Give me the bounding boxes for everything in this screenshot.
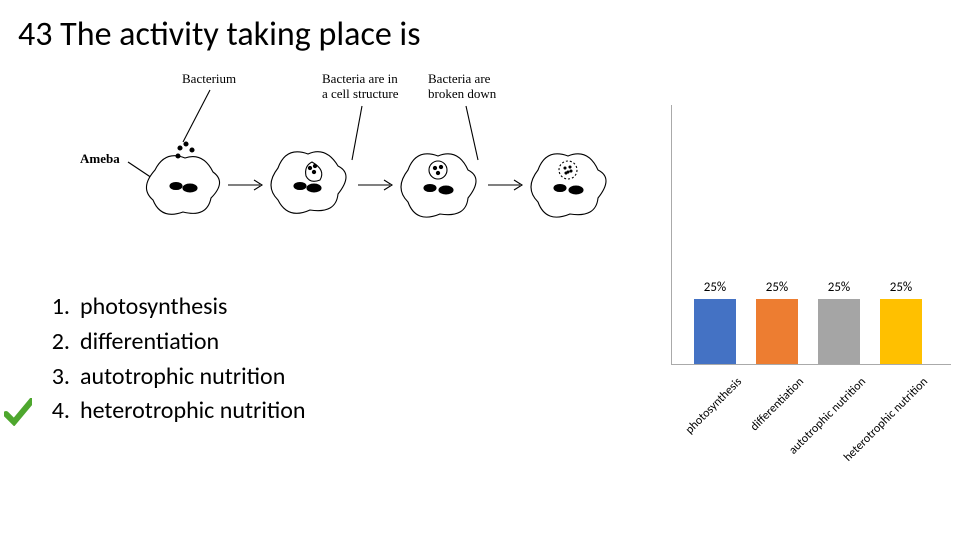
answer-row: 4.heterotrophic nutrition bbox=[40, 394, 306, 429]
chart-x-labels: photosynthesisdifferentiationautotrophic… bbox=[671, 367, 951, 487]
arrow-icon bbox=[228, 180, 262, 190]
answer-text: autotrophic nutrition bbox=[80, 360, 285, 395]
answer-list: 1.photosynthesis 2.differentiation 3.aut… bbox=[40, 290, 306, 429]
diagram-label-stage2: Bacteria are in a cell structure bbox=[322, 72, 399, 102]
chart-pct-label: 25% bbox=[751, 280, 803, 295]
chart-pct-label: 25% bbox=[689, 280, 741, 295]
answer-row: 1.photosynthesis bbox=[40, 290, 306, 325]
check-icon bbox=[4, 398, 32, 426]
slide: 43 The activity taking place is Ameba Ba… bbox=[0, 0, 960, 540]
diagram-label-ameba: Ameba bbox=[80, 152, 120, 167]
chart-plot-area: 25% 25% 25% 25% bbox=[671, 105, 951, 365]
answer-text: photosynthesis bbox=[80, 290, 227, 325]
chart-x-label: photosynthesis bbox=[636, 375, 745, 484]
chart-pct-label: 25% bbox=[813, 280, 865, 295]
chart-bar bbox=[756, 299, 798, 364]
chart-bar bbox=[818, 299, 860, 364]
answer-text: differentiation bbox=[80, 325, 219, 360]
question-title: 43 The activity taking place is bbox=[18, 14, 421, 55]
chart-x-label: differentiation bbox=[698, 375, 807, 484]
answer-text: heterotrophic nutrition bbox=[80, 394, 306, 429]
chart-x-label: autotrophic nutrition bbox=[760, 375, 869, 484]
answer-row: 3.autotrophic nutrition bbox=[40, 360, 306, 395]
chart-bar bbox=[694, 299, 736, 364]
arrow-icon bbox=[358, 180, 392, 190]
diagram-label-stage3: Bacteria are broken down bbox=[428, 72, 496, 102]
response-bar-chart: 25%25%25%25% photosynthesisdifferentiati… bbox=[665, 105, 945, 485]
chart-bar bbox=[880, 299, 922, 364]
chart-pct-label: 25% bbox=[875, 280, 927, 295]
arrow-icon bbox=[488, 180, 522, 190]
chart-x-label: heterotrophic nutrition bbox=[822, 375, 931, 484]
diagram-label-bacterium: Bacterium bbox=[182, 72, 236, 87]
answer-row: 2.differentiation bbox=[40, 325, 306, 360]
phagocytosis-diagram: Ameba Bacterium Bacteria are in a cell s… bbox=[80, 70, 610, 235]
